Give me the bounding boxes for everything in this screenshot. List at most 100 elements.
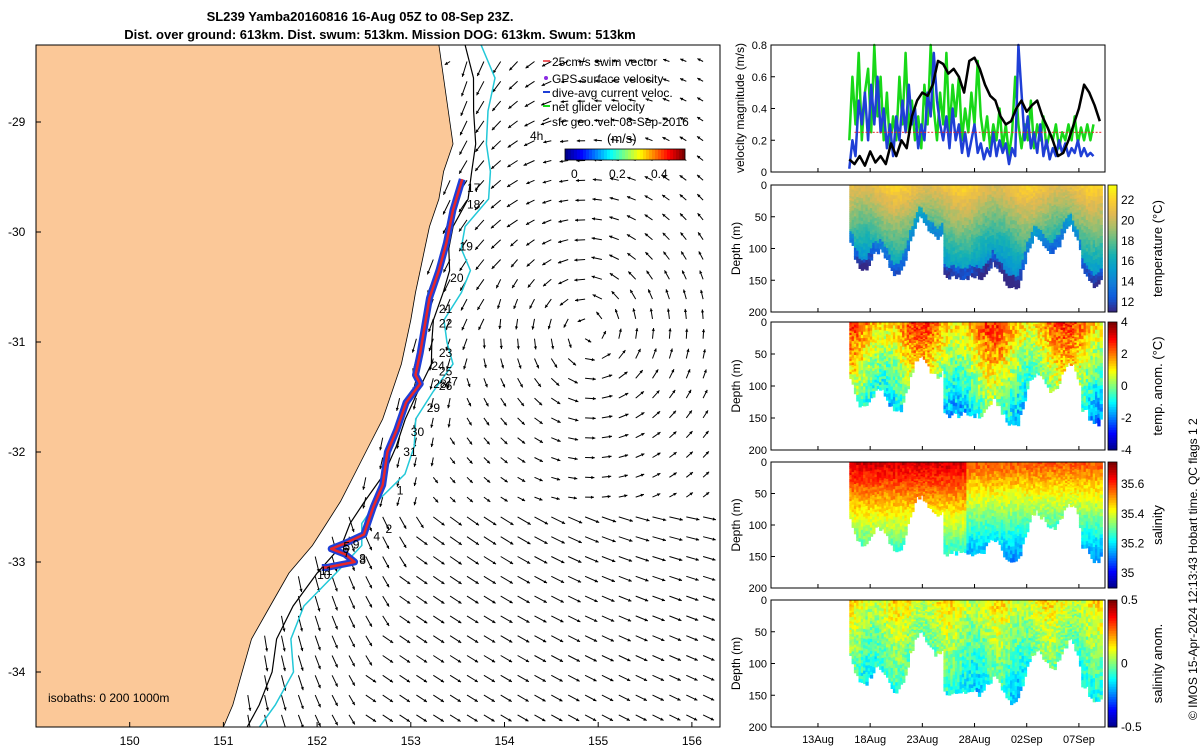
velocity-arrowhead: [362, 486, 366, 490]
depth-tick-label-0: 0: [761, 180, 767, 192]
velocity-arrowhead: [628, 578, 632, 582]
velocity-arrowhead: [424, 600, 428, 604]
velocity-arrowhead: [420, 524, 424, 528]
velocity-arrowhead: [626, 215, 631, 219]
velocity-arrowhead: [459, 170, 463, 174]
velocity-arrowhead: [628, 558, 633, 562]
velocity-arrowhead: [389, 639, 394, 643]
velocity-arrowhead: [506, 224, 511, 228]
chart-title-line2: Dist. over ground: 613km. Dist. swum: 51…: [124, 27, 636, 42]
velocity-arrowhead: [424, 541, 428, 545]
velocity-arrowhead: [490, 205, 495, 209]
velocity-arrowhead: [508, 105, 512, 109]
velocity-arrowhead: [578, 520, 583, 524]
velocity-arrowhead: [506, 203, 511, 207]
velocity-arrowhead: [592, 294, 596, 298]
velocity-arrowhead: [662, 232, 666, 236]
map-colorbar-cell: [622, 149, 626, 160]
colorbar-tick-1: 0.2: [609, 167, 626, 181]
velocity-arrowhead: [574, 258, 578, 262]
velocity-arrowhead: [607, 495, 611, 499]
velocity-arrowhead: [457, 679, 461, 683]
velocity-arrowhead: [461, 93, 465, 97]
velocity-arrowhead: [551, 346, 555, 350]
section-cell: [1016, 283, 1021, 289]
velocity-arrowhead: [403, 563, 407, 568]
velocity-arrowhead: [559, 678, 563, 682]
velocity-arrowhead: [386, 564, 389, 569]
map-colorbar-cell: [577, 149, 581, 160]
velocity-arrowhead: [452, 479, 456, 484]
velocity-arrowhead: [468, 422, 472, 426]
velocity-arrowhead: [594, 79, 598, 83]
velocity-arrowhead: [396, 502, 400, 506]
section-cell: [867, 262, 871, 266]
velocity-arrowhead: [673, 452, 677, 456]
depth-tick-label-2: 100: [749, 244, 767, 256]
velocity-arrowhead: [629, 518, 633, 522]
velocity-arrowhead: [577, 99, 581, 103]
velocity-arrowhead: [507, 184, 511, 187]
velocity-arrowhead: [686, 348, 690, 353]
velocity-arrowhead: [372, 699, 376, 702]
velocity-arrowhead: [592, 436, 596, 440]
velocity-arrowhead: [672, 389, 676, 394]
velocity-arrowhead: [423, 620, 428, 624]
day-label-25: 11: [320, 564, 333, 578]
velocity-arrowhead: [507, 164, 511, 168]
section-cell: [913, 226, 917, 229]
velocity-arrowhead: [628, 271, 632, 275]
velocity-arrowhead: [492, 561, 496, 565]
velocity-arrowhead: [477, 306, 481, 310]
velocity-arrowhead: [526, 619, 530, 623]
velocity-arrowhead: [476, 91, 480, 96]
section-cell: [1099, 185, 1103, 190]
velocity-arrowhead: [561, 80, 565, 84]
velocity-arrowhead: [537, 383, 541, 387]
velocity-arrowhead: [491, 639, 496, 643]
velocity-arrowhead: [317, 665, 321, 670]
velocity-arrowhead: [504, 498, 508, 502]
velocity-arrowhead: [469, 499, 473, 503]
velocity-arrowhead: [351, 548, 355, 552]
velocity-arrowhead: [610, 618, 615, 622]
map-colorbar-cell: [568, 149, 572, 160]
velocity-arrowhead: [678, 598, 682, 601]
velocity-arrowhead: [502, 384, 506, 388]
legend-item-sfc-geo: sfc geo. vel. 08-Sep-2016: [542, 115, 689, 129]
map-y-tick-label-0: -29: [8, 115, 26, 129]
velocity-arrowhead: [369, 565, 372, 570]
velocity-arrowhead: [507, 144, 512, 148]
velocity-arrowhead: [475, 541, 479, 545]
velocity-arrowhead: [561, 540, 565, 544]
colorbar-cell: [1108, 291, 1117, 295]
velocity-arrowhead: [423, 639, 428, 643]
velocity-arrowhead: [660, 658, 665, 661]
section-cell: [1099, 250, 1103, 255]
velocity-arrowhead: [700, 289, 704, 294]
velocity-arrowhead: [441, 561, 445, 565]
velocity-arrowhead: [520, 402, 524, 407]
velocity-arrowhead: [644, 658, 648, 661]
velocity-arrowhead: [369, 604, 372, 608]
velocity-arrowhead: [672, 410, 676, 414]
velocity-arrowhead: [463, 366, 467, 370]
velocity-arrowhead: [639, 370, 643, 374]
velocity-arrowhead: [430, 443, 434, 447]
velocity-arrowhead: [543, 160, 547, 164]
velocity-arrowhead: [682, 270, 685, 274]
velocity-arrowhead: [644, 598, 649, 602]
velocity-arrowhead: [630, 289, 634, 294]
velocity-arrowhead: [628, 598, 632, 602]
velocity-arrowhead: [697, 117, 701, 120]
colorbar-cell: [1108, 296, 1117, 300]
velocity-arrowhead: [592, 377, 596, 381]
velocity-arrowhead: [485, 403, 489, 407]
section-cell: [1099, 203, 1103, 208]
velocity-arrowhead: [411, 349, 415, 353]
velocity-arrowhead: [624, 371, 628, 375]
velocity-arrowhead: [558, 260, 562, 264]
velocity-arrowhead: [424, 561, 428, 565]
day-label-18: 4: [373, 530, 380, 544]
